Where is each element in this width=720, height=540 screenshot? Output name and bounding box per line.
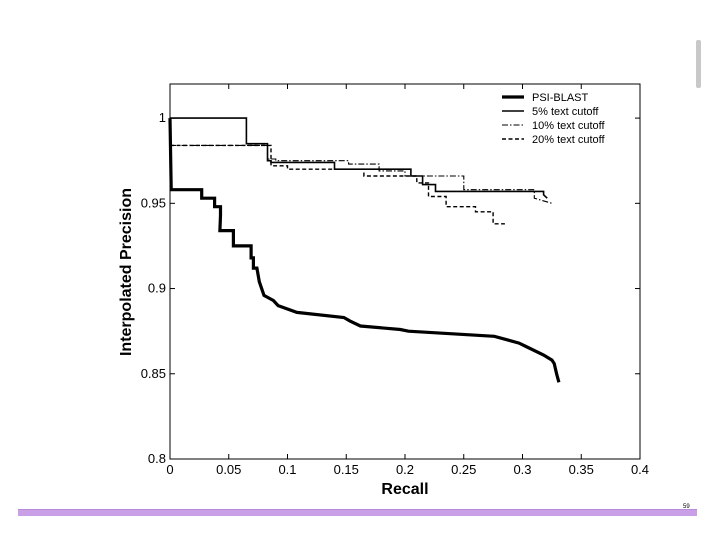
x-tick-label: 0.25	[451, 462, 476, 477]
x-tick-label: 0.2	[396, 462, 414, 477]
series-layer	[168, 117, 561, 383]
y-axis-ticks: 0.8 0.85 0.9 0.95 1	[141, 110, 640, 466]
y-tick-label: 0.8	[148, 451, 166, 466]
legend-label: 10% text cutoff	[532, 120, 606, 132]
series-line-5-text-cutoff	[170, 117, 548, 199]
y-tick-label: 0.95	[141, 195, 166, 210]
y-tick-label: 0.85	[141, 366, 166, 381]
series-line-10-text-cutoff	[170, 144, 553, 204]
legend-label: PSI-BLAST	[532, 92, 589, 104]
legend-label: 5% text cutoff	[532, 106, 599, 118]
y-axis-label: Interpolated Precision	[118, 188, 135, 356]
x-axis-ticks: 0 0.05 0.1 0.15 0.2 0.25 0.3 0.35 0.4	[166, 84, 649, 477]
x-tick-label: 0.05	[216, 462, 241, 477]
x-tick-label: 0.3	[513, 462, 531, 477]
scrollbar[interactable]	[696, 40, 701, 88]
x-axis-label: Recall	[381, 481, 428, 498]
y-tick-label: 1	[159, 110, 166, 125]
page-number: 59	[683, 504, 690, 510]
x-tick-label: 0	[166, 462, 173, 477]
series-line-psi-blast	[168, 118, 561, 383]
x-tick-label: 0.15	[334, 462, 359, 477]
x-tick-label: 0.1	[278, 462, 296, 477]
x-tick-label: 0.35	[569, 462, 594, 477]
footer-bar	[18, 509, 697, 516]
y-tick-label: 0.9	[148, 281, 166, 296]
x-tick-label: 0.4	[631, 462, 649, 477]
legend: PSI-BLAST 5% text cutoff 10% text cutoff 20…	[502, 92, 606, 146]
plot-frame	[169, 83, 641, 460]
legend-label: 20% text cutoff	[532, 134, 606, 146]
